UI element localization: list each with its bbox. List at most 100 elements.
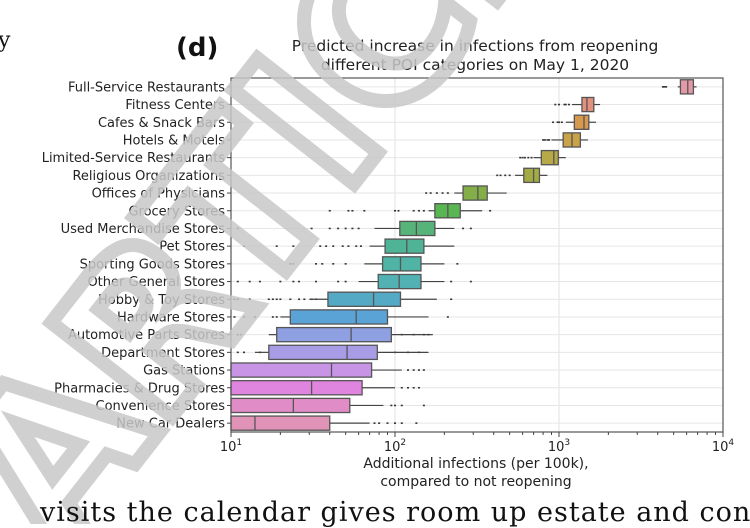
outlier-point (236, 298, 239, 301)
box (230, 415, 331, 431)
box (230, 397, 351, 414)
outlier-point (441, 192, 444, 194)
y-tick-label: Used Merchandise Stores (61, 222, 226, 237)
outlier-point (315, 280, 318, 283)
outlier-point (665, 86, 668, 88)
chart-title-line2: different POI categories on May 1, 2020 (321, 56, 629, 74)
outlier-point (661, 86, 664, 88)
outlier-point (406, 369, 409, 371)
y-tick-label: Full-Service Restaurants (68, 80, 225, 95)
outlier-point (422, 209, 425, 212)
outlier-point (504, 174, 507, 177)
outlier-point (390, 404, 393, 407)
outlier-point (236, 351, 239, 354)
y-tick-label: Cafes & Snack Bars (98, 116, 225, 131)
outlier-point (344, 227, 347, 230)
y-tick-label: Pharmacies & Drug Stores (54, 381, 225, 396)
outlier-point (508, 174, 511, 177)
outlier-point (321, 263, 324, 265)
outlier-point (373, 422, 376, 424)
boxes (230, 79, 697, 431)
outlier-point (496, 174, 499, 177)
box (276, 326, 392, 343)
outlier-point (344, 263, 347, 265)
outlier-point (417, 369, 420, 371)
y-tick-label: Gas Stations (143, 364, 225, 379)
outlier-point (253, 316, 256, 318)
outlier-point (355, 245, 358, 247)
outlier-point (347, 209, 350, 212)
outlier-point (271, 316, 274, 318)
outlier-point (239, 333, 242, 336)
outlier-point (446, 192, 449, 194)
y-tick-label: Offices of Physicians (92, 187, 226, 202)
outlier-point (560, 121, 563, 124)
outlier-point (319, 245, 322, 247)
y-tick-label: Department Stores (101, 346, 225, 361)
y-tick-label: Automotive Parts Stores (68, 328, 225, 343)
outlier-point (233, 316, 236, 318)
outlier-point (554, 103, 557, 106)
outlier-point (417, 386, 420, 389)
outlier-point (279, 280, 282, 283)
outlier-point (236, 333, 239, 336)
x-tick-label: 103 (548, 438, 570, 455)
y-tick-label: Hobby & Toy Stores (98, 293, 225, 308)
outlier-point (400, 422, 403, 424)
left-text-fragment: y (0, 28, 11, 53)
outlier-point (242, 245, 245, 247)
outlier-point (325, 245, 328, 247)
outlier-point (344, 280, 347, 283)
outlier-point (548, 139, 551, 141)
outlier-point (406, 386, 409, 389)
outlier-point (422, 369, 425, 371)
outlier-point (489, 209, 492, 212)
outlier-point (552, 121, 555, 124)
outlier-point (499, 174, 502, 177)
outlier-point (456, 263, 459, 265)
outlier-point (386, 422, 389, 424)
outlier-point (351, 209, 354, 212)
outlier-point (359, 245, 362, 247)
box (581, 96, 595, 113)
y-tick-labels: Full-Service Restaurants Fitness Centers C… (42, 80, 231, 432)
outlier-point (567, 103, 570, 106)
outlier-point (332, 245, 335, 247)
outlier-point (394, 404, 396, 407)
outlier-point (357, 227, 360, 230)
outlier-point (233, 298, 236, 301)
outlier-point (546, 139, 549, 141)
outlier-point (450, 298, 453, 301)
x-axis-label-line2: compared to not reopening (380, 474, 571, 490)
outlier-point (446, 316, 449, 318)
outlier-point (558, 121, 560, 124)
outlier-point (341, 245, 344, 247)
outlier-point (469, 280, 472, 283)
y-tick-label: Religious Organizations (72, 169, 225, 184)
box (268, 344, 378, 361)
outlier-point (337, 227, 340, 230)
outlier-point (397, 209, 400, 212)
outlier-point (363, 209, 366, 212)
outlier-point (258, 280, 261, 283)
x-tick-labels: 101 102 103 104 (220, 432, 734, 455)
outlier-point (556, 121, 559, 124)
outlier-point (292, 245, 295, 247)
outlier-point (292, 280, 295, 283)
outlier-point (337, 280, 340, 283)
outlier-point (298, 280, 301, 283)
outlier-point (242, 351, 245, 354)
outlier-point (558, 103, 560, 106)
outlier-point (663, 86, 666, 88)
y-tick-label: Sporting Goods Stores (80, 257, 226, 272)
outlier-point (521, 156, 524, 159)
panel-label: (d) (176, 33, 218, 63)
outlier-point (378, 422, 381, 424)
outlier-point (292, 263, 295, 265)
outlier-point (450, 280, 453, 283)
x-axis-label-line1: Additional infections (per 100k), (363, 456, 588, 472)
outlier-point (400, 386, 403, 389)
outlier-point (527, 156, 530, 159)
outlier-point (415, 422, 418, 424)
